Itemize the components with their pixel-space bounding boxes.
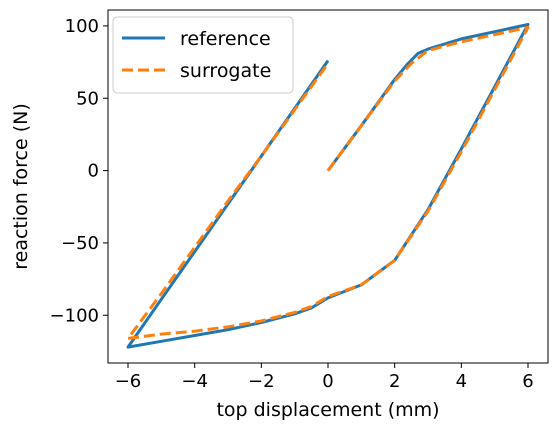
legend-label-surrogate: surrogate xyxy=(180,60,271,82)
x-tick-label: −6 xyxy=(115,371,142,392)
series-line-reference xyxy=(126,23,530,349)
legend-box xyxy=(112,16,294,94)
x-tick-label: 6 xyxy=(522,371,533,392)
y-tick-label: −50 xyxy=(61,233,99,254)
x-axis-label: top displacement (mm) xyxy=(216,399,439,421)
x-tick-label: 0 xyxy=(322,371,333,392)
y-tick-label: 0 xyxy=(88,161,99,182)
y-tick-label: 100 xyxy=(65,16,99,37)
x-axis: −6 −4 −2 0 2 4 6 xyxy=(115,363,534,392)
legend-label-reference: reference xyxy=(180,28,271,50)
y-tick-label: 50 xyxy=(76,88,99,109)
x-tick-label: −4 xyxy=(181,371,208,392)
y-axis: −100 −50 0 50 100 xyxy=(50,16,108,326)
x-tick-label: −2 xyxy=(248,371,275,392)
y-axis-label: reaction force (N) xyxy=(10,103,32,270)
series-line-surrogate xyxy=(126,25,530,340)
y-tick-label: −100 xyxy=(50,305,99,326)
legend: reference surrogate xyxy=(112,16,294,94)
x-tick-label: 2 xyxy=(389,371,400,392)
x-tick-label: 4 xyxy=(456,371,467,392)
plot-lines xyxy=(126,23,530,349)
